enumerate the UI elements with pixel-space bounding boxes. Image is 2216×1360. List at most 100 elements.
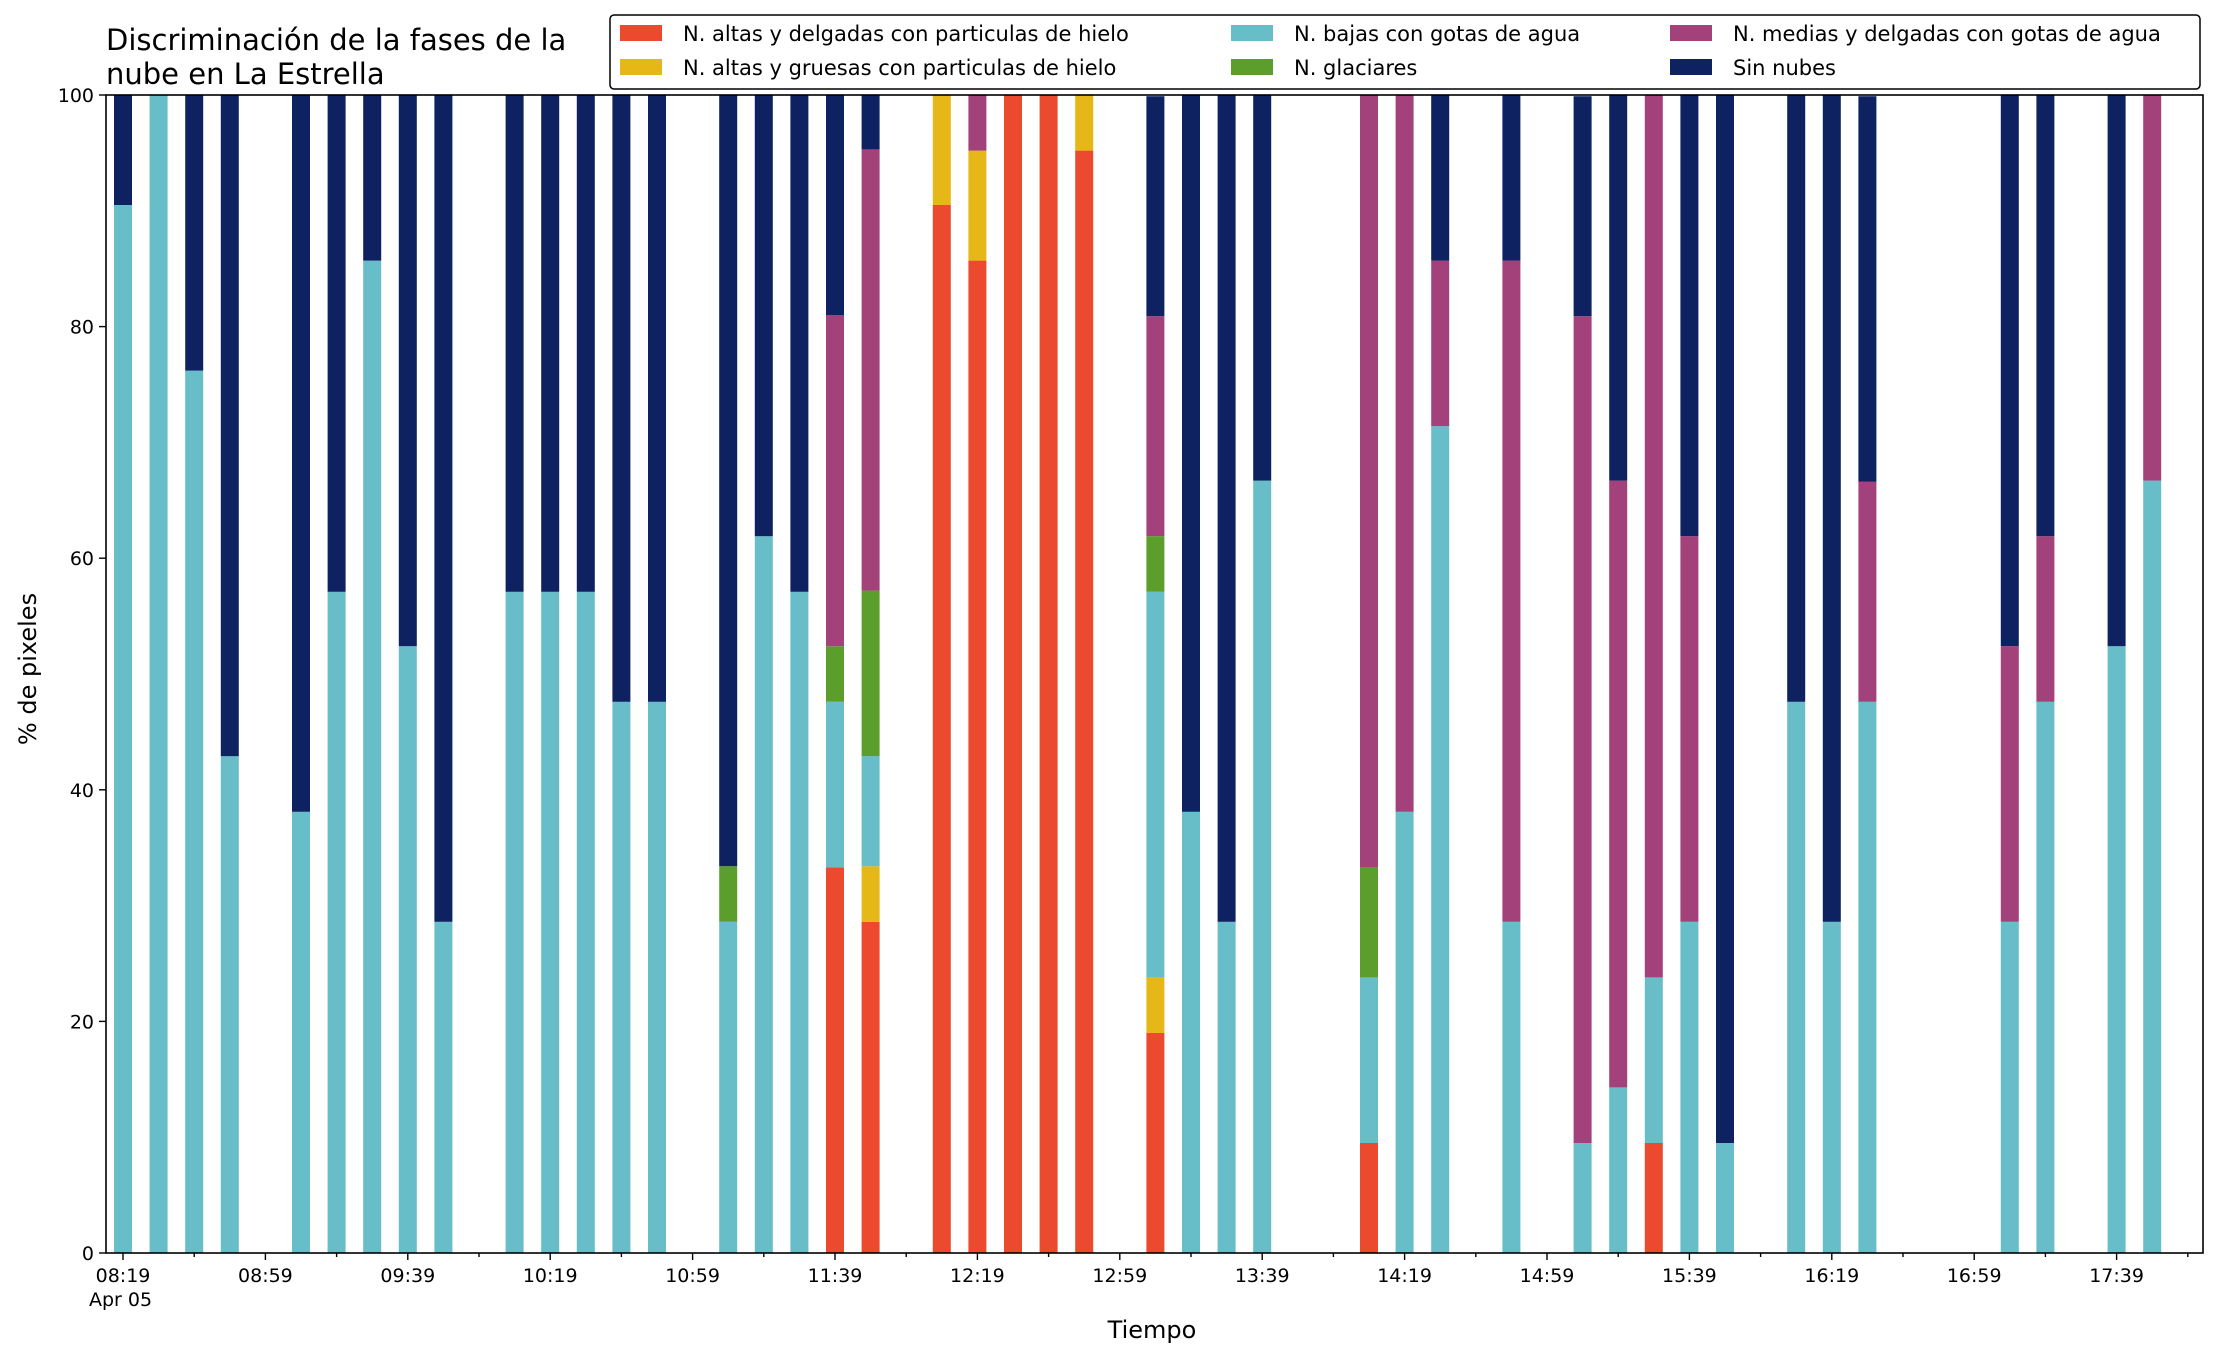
bar-segment (1644, 977, 1663, 1143)
bar-segment (1502, 921, 1521, 1253)
bar-segment (968, 150, 987, 261)
bar-segment (1146, 977, 1165, 1033)
bar-segment (1075, 95, 1094, 151)
bar-segment (185, 95, 204, 371)
bar-segment (541, 591, 560, 1253)
legend-swatch (1231, 59, 1273, 75)
bar-segment (1716, 95, 1734, 1143)
x-tick-label: 09:39 (380, 1265, 435, 1287)
legend-entry-label: N. bajas con gotas de agua (1294, 22, 1580, 46)
bar-segment (861, 866, 880, 922)
bar-segment (1573, 316, 1592, 1143)
bar-segment (2036, 536, 2055, 702)
bar-segment (1858, 701, 1877, 1253)
bar-segment (790, 95, 809, 592)
bar-segment (1787, 95, 1806, 702)
x-tick-label: 08:19 (96, 1265, 151, 1287)
legend-swatch (1670, 59, 1712, 75)
x-tick-label: 14:19 (1377, 1265, 1432, 1287)
bar-segment (1680, 921, 1699, 1253)
bar-segment (754, 95, 773, 537)
bar-segment (363, 260, 382, 1254)
bar-segment (2000, 921, 2019, 1253)
bar-segment (398, 646, 417, 1253)
bars-layer (114, 95, 2162, 1254)
legend-swatch (620, 59, 662, 75)
x-tick-label: 12:59 (1092, 1265, 1147, 1287)
bar-segment (327, 95, 346, 592)
bar-segment (2107, 646, 2126, 1253)
bar-segment (719, 866, 738, 922)
x-axis-label: Tiempo (1107, 1316, 1197, 1344)
legend-swatch (1670, 25, 1712, 41)
bar-segment (1502, 260, 1521, 922)
bar-segment (2000, 95, 2019, 647)
bar-segment (861, 95, 880, 150)
bar-segment (1858, 481, 1877, 702)
legend-swatch (620, 25, 662, 41)
bar-segment (1680, 536, 1699, 922)
bar-segment (790, 591, 809, 1253)
x-tick-label: 12:19 (950, 1265, 1005, 1287)
bar-segment (1182, 811, 1200, 1253)
bar-segment (398, 95, 417, 647)
bar-segment (826, 315, 844, 647)
y-axis-label: % de pixeles (14, 593, 42, 745)
bar-segment (861, 921, 880, 1253)
bar-segment (114, 95, 132, 205)
bar-segment (1253, 95, 1272, 481)
bar-segment (505, 95, 524, 592)
bar-segment (2143, 480, 2162, 1254)
x-date-label: Apr 05 (89, 1289, 152, 1311)
x-tick-label: 08:59 (238, 1265, 293, 1287)
bar-segment (1075, 150, 1094, 1254)
bar-segment (1680, 95, 1699, 537)
bar-segment (1146, 316, 1165, 537)
bar-segment (826, 95, 844, 315)
bar-segment (932, 205, 951, 1253)
x-tick-label: 14:59 (1520, 1265, 1575, 1287)
bar-segment (612, 701, 631, 1253)
bar-segment (1431, 95, 1450, 261)
legend: N. altas y delgadas con particulas de hi… (609, 14, 2201, 90)
bar-segment (1573, 96, 1592, 317)
bar-segment (826, 646, 844, 702)
bar-segment (292, 811, 310, 1253)
chart-title-line-1: Discriminación de la fases de la (106, 23, 566, 57)
bar-segment (1146, 1033, 1165, 1253)
legend-swatch (1231, 25, 1273, 41)
legend-entry-label: N. altas y gruesas con particulas de hie… (683, 56, 1116, 80)
bar-segment (826, 701, 844, 868)
x-tick-label: 11:39 (808, 1265, 863, 1287)
bar-segment (2036, 95, 2055, 537)
bar-segment (1395, 95, 1414, 812)
bar-segment (861, 590, 880, 757)
bar-segment (185, 370, 204, 1254)
bar-segment (327, 591, 346, 1253)
bar-segment (648, 701, 666, 1253)
y-tick-label: 60 (70, 548, 94, 570)
bar-segment (1004, 95, 1022, 1253)
bar-segment (754, 536, 773, 1253)
bar-segment (2036, 701, 2055, 1253)
x-tick-label: 16:19 (1804, 1265, 1859, 1287)
axes-layer: 0 20 40 60 80 100 08:19 08:59 09:39 10:19 10:59 11:… (58, 85, 2204, 1311)
bar-segment (1431, 260, 1450, 427)
bar-segment (1716, 1143, 1734, 1253)
bar-segment (861, 756, 880, 867)
x-tick-label: 15:39 (1662, 1265, 1717, 1287)
bar-segment (363, 95, 382, 261)
bar-segment (1822, 921, 1841, 1253)
bar-segment (541, 95, 560, 592)
bar-segment (1253, 480, 1272, 1254)
bar-segment (149, 95, 168, 1253)
x-tick-label: 16:59 (1947, 1265, 2002, 1287)
bar-segment (719, 95, 738, 867)
x-tick-label: 10:19 (523, 1265, 578, 1287)
bar-segment (2000, 646, 2019, 922)
legend-frame (609, 14, 2201, 90)
bar-segment (434, 95, 453, 922)
bar-segment (1146, 536, 1165, 592)
y-tick-label: 100 (58, 85, 94, 107)
